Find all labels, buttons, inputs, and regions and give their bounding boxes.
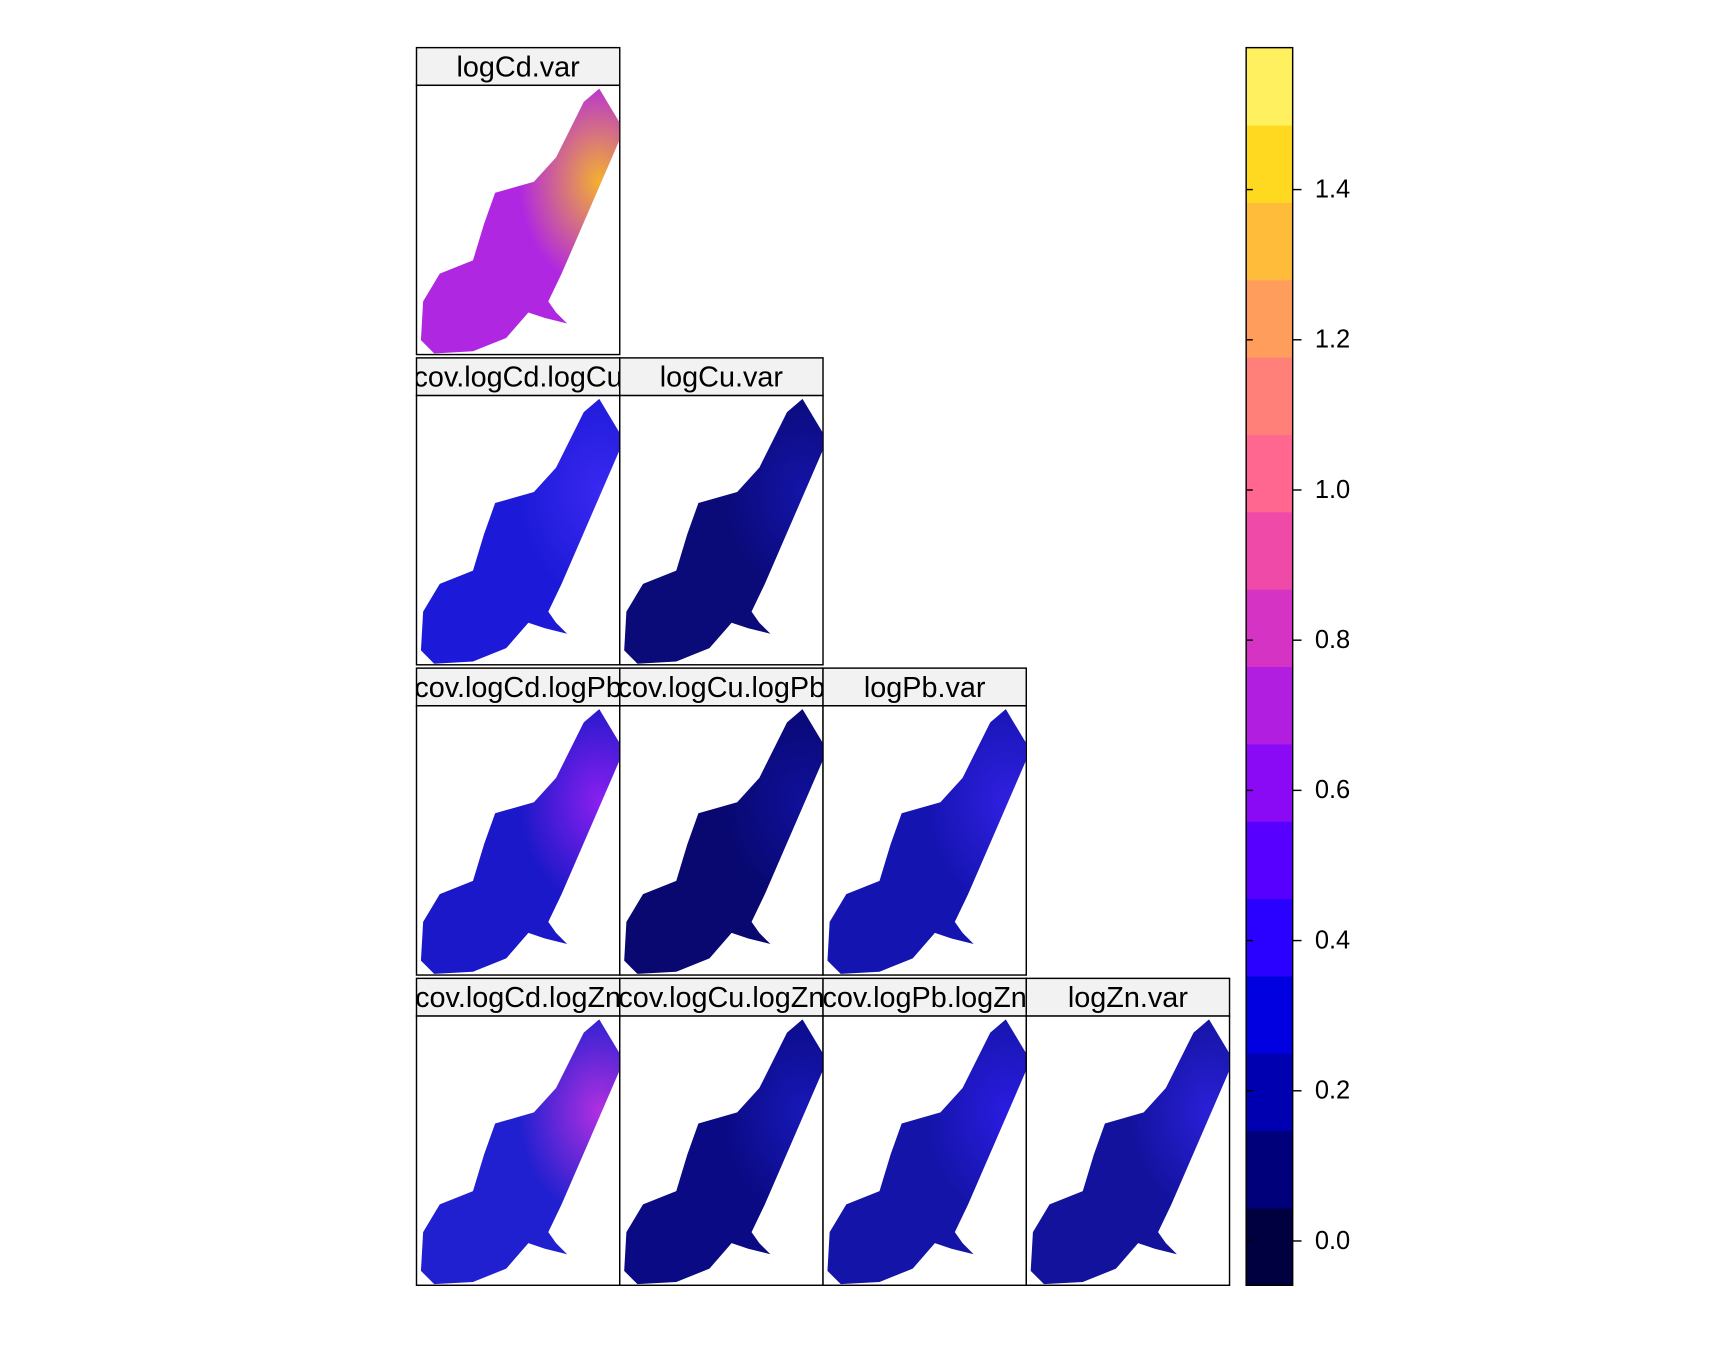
map-area <box>624 709 823 974</box>
colorbar-band <box>1246 124 1293 203</box>
panel-title: logCu.var <box>660 362 784 394</box>
colorbar-band <box>1246 279 1293 358</box>
colorbar-band <box>1246 975 1293 1054</box>
colorbar-band <box>1246 1053 1293 1132</box>
colorbar-tick-label: 0.2 <box>1315 1077 1350 1105</box>
colorbar-band <box>1246 47 1293 126</box>
panel-title: cov.logPb.logZn <box>822 982 1026 1014</box>
strip <box>415 977 621 1017</box>
colorbar-tick-label: 0.6 <box>1315 776 1350 804</box>
strip <box>822 977 1027 1017</box>
colorbar-band <box>1246 898 1293 977</box>
map-area <box>420 709 620 974</box>
colorbar-tick-label: 0.0 <box>1315 1227 1350 1255</box>
strip <box>822 667 1027 707</box>
strip <box>1025 977 1231 1017</box>
colorbar-band <box>1246 202 1293 281</box>
panel-title: cov.logCu.logPb <box>618 672 826 704</box>
panel-title: cov.logCd.logCu <box>414 362 623 394</box>
map-area <box>420 398 620 664</box>
panel-title: logCd.var <box>457 51 581 83</box>
panel-title: logZn.var <box>1068 982 1188 1014</box>
colorbar-band <box>1246 743 1293 822</box>
colorbar-band <box>1246 357 1293 435</box>
strip <box>619 357 824 397</box>
colorbar-band <box>1246 666 1293 745</box>
colorbar-tick-label: 1.2 <box>1315 326 1350 354</box>
colorbar-band <box>1246 1130 1293 1209</box>
panel-title: cov.logCd.logPb <box>414 672 622 704</box>
panel-title: cov.logCu.logZn <box>618 982 824 1014</box>
colorbar-band <box>1246 434 1293 513</box>
map-area <box>624 1019 823 1285</box>
map-area <box>1030 1019 1229 1285</box>
colorbar-band <box>1246 589 1293 668</box>
map-area <box>827 709 1026 974</box>
colorbar-band <box>1246 511 1293 590</box>
map-area <box>827 1019 1026 1285</box>
colorbar-band <box>1246 821 1293 900</box>
colorbar-tick-label: 1.0 <box>1315 476 1350 504</box>
panel-title: logPb.var <box>864 672 986 704</box>
map-area <box>420 88 620 354</box>
colorbar-tick-label: 0.8 <box>1315 626 1350 654</box>
map-area <box>420 1019 620 1285</box>
map-area <box>624 398 823 664</box>
colorbar-tick-label: 1.4 <box>1315 175 1350 203</box>
colorbar-frame <box>1245 46 1294 1286</box>
colorbar-tick-label: 0.4 <box>1315 926 1350 954</box>
strip <box>619 667 824 707</box>
colorbar-band <box>1246 1207 1293 1286</box>
strip <box>415 46 621 87</box>
panel-title: cov.logCd.logZn <box>415 982 621 1014</box>
